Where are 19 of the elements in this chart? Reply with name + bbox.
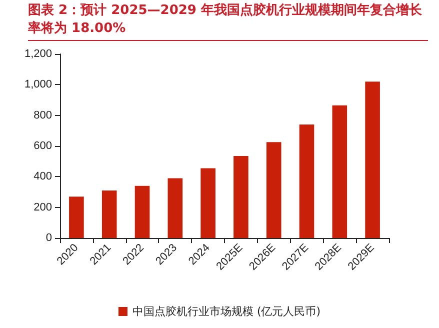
y-tick-label: 0 xyxy=(46,232,52,244)
bar xyxy=(69,196,84,238)
bar xyxy=(234,156,248,238)
chart-title: 图表 2：预计 2025—2029 年我国点胶机行业规模期间年复合增长率将为 18.00% xyxy=(28,2,428,41)
bar xyxy=(168,178,183,238)
bar xyxy=(134,186,150,238)
bar xyxy=(299,124,314,238)
y-tick-label: 400 xyxy=(34,170,52,183)
y-tick-label: 800 xyxy=(34,109,52,122)
y-tick-label: 1,200 xyxy=(24,48,52,60)
bar xyxy=(266,142,282,238)
bar xyxy=(365,82,380,238)
y-tick-label: 200 xyxy=(34,201,52,214)
y-tick-label: 600 xyxy=(34,140,52,152)
y-tick-label: 1,000 xyxy=(24,78,52,91)
bar xyxy=(102,190,117,238)
bar xyxy=(332,105,348,238)
legend-label: 中国点胶机行业市场规模 (亿元人民币) xyxy=(132,305,321,318)
bar xyxy=(200,168,216,238)
